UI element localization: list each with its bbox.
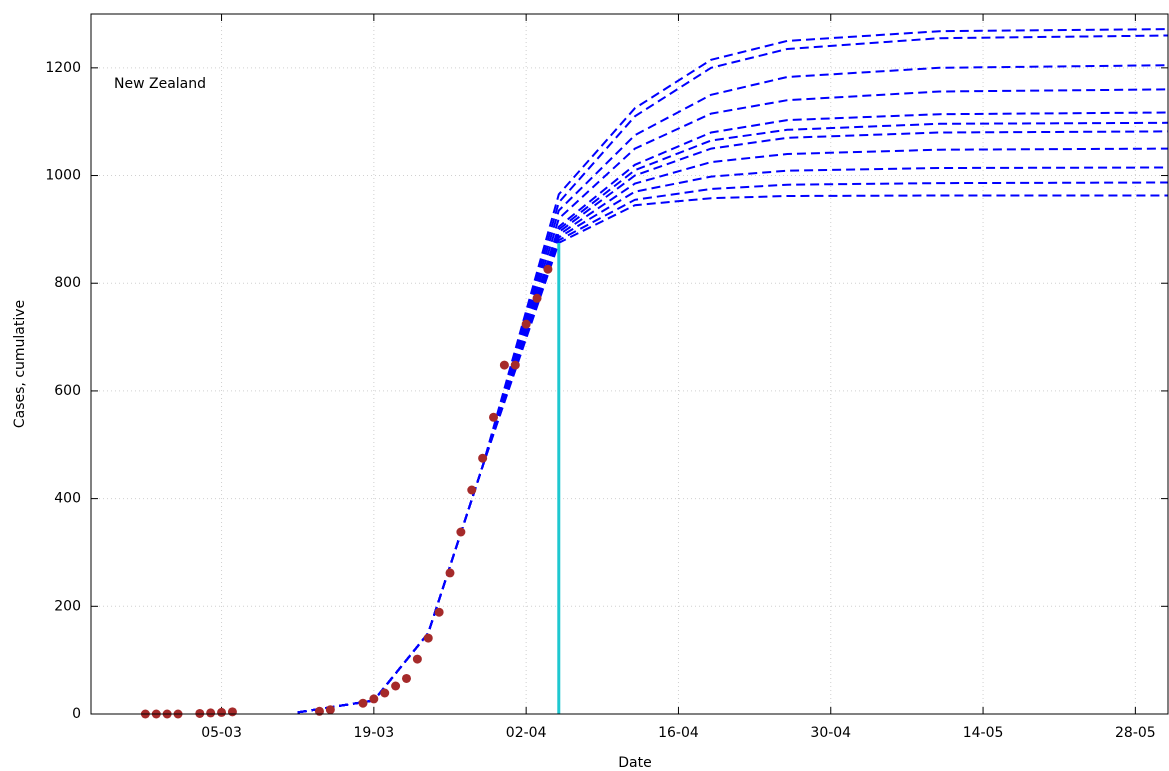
data-point xyxy=(358,698,368,708)
x-tick-label: 19-03 xyxy=(354,725,395,741)
forecast-line xyxy=(297,28,1169,714)
data-point xyxy=(543,264,553,274)
x-tick-label: 28-05 xyxy=(1115,725,1156,741)
y-tick-label: 0 xyxy=(72,706,81,722)
data-point xyxy=(489,412,499,422)
data-point xyxy=(391,681,401,691)
data-point xyxy=(206,708,216,718)
y-tick-label: 1200 xyxy=(45,60,81,76)
x-tick-label: 16-04 xyxy=(658,725,699,741)
data-point xyxy=(532,293,542,303)
data-point xyxy=(499,360,509,370)
data-point xyxy=(445,568,455,578)
data-point xyxy=(434,607,444,617)
data-point xyxy=(456,527,466,537)
data-point xyxy=(510,360,520,370)
data-point xyxy=(521,319,531,329)
plot-frame xyxy=(90,13,1169,715)
x-tick-label: 30-04 xyxy=(810,725,851,741)
annotation: New Zealand xyxy=(114,76,206,92)
data-point xyxy=(195,708,205,718)
data-point xyxy=(227,707,237,717)
y-tick-label: 600 xyxy=(54,383,81,399)
x-tick-label: 02-04 xyxy=(506,725,547,741)
data-point xyxy=(412,654,422,664)
data-point xyxy=(467,485,477,495)
data-point xyxy=(401,673,411,683)
data-point xyxy=(380,688,390,698)
data-point xyxy=(478,453,488,463)
data-point xyxy=(217,707,227,717)
y-tick-label: 1000 xyxy=(45,168,81,184)
y-tick-label: 400 xyxy=(54,491,81,507)
data-point xyxy=(325,705,335,715)
data-point xyxy=(369,694,379,704)
y-tick-label: 800 xyxy=(54,275,81,291)
y-tick-label: 200 xyxy=(54,598,81,614)
x-tick-label: 05-03 xyxy=(201,725,242,741)
y-axis-label: Cases, cumulative xyxy=(12,300,28,428)
x-tick-label: 14-05 xyxy=(963,725,1004,741)
x-axis-label: Date xyxy=(618,755,651,771)
data-point xyxy=(423,633,433,643)
